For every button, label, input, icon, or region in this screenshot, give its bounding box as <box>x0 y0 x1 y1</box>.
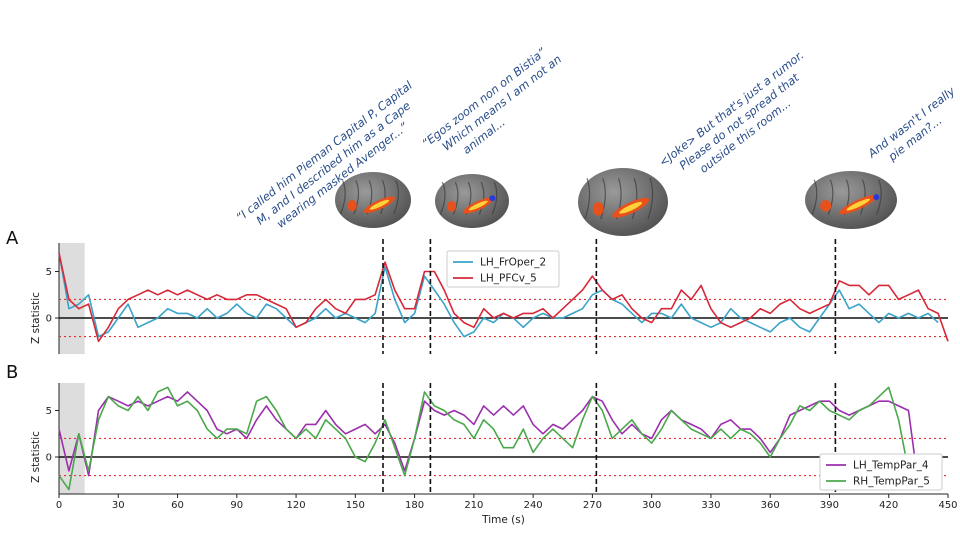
panel-a-letter: A <box>6 228 19 249</box>
panel-b-chart: 0 5 Z statistic 0 30 60 90 120 150 180 210 240 270 30… <box>30 383 958 526</box>
panel-b-ylabel: Z statistic <box>30 431 42 483</box>
panel-a-ytick-label: 0 <box>46 314 52 325</box>
brain-image <box>335 172 411 228</box>
legend-label: LH_TempPar_4 <box>853 460 929 472</box>
panel-b-xtick-label: 0 <box>56 500 62 511</box>
panel-b-xtick-label: 90 <box>230 500 243 511</box>
panel-b-ytick-label: 0 <box>46 453 52 464</box>
legend-frame <box>446 250 560 288</box>
panel-b-xtick-label: 120 <box>287 500 306 511</box>
panel-b-xtick-label: 330 <box>701 500 720 511</box>
brain-image <box>435 174 509 228</box>
panel-a-chart: 0 5 Z statistic LH_FrOper_2 LH_PFCv_5 <box>30 239 949 354</box>
quote-2: “Egos zoom non on Bistia” Which means I … <box>419 44 564 156</box>
panel-b-xtick-label: 390 <box>820 500 839 511</box>
panel-b-xtick-label: 150 <box>346 500 365 511</box>
brain-image <box>578 168 668 236</box>
legend-label: RH_TempPar_5 <box>853 476 930 488</box>
brain-image <box>805 171 897 229</box>
series-line-lh-pfcv-5 <box>58 252 949 343</box>
panel-b-xtick-label: 360 <box>761 500 780 511</box>
panel-b-ytick-label: 5 <box>46 406 52 417</box>
quote-3: <Joke> But that's just a rumor. Please d… <box>656 48 806 176</box>
series-line-rh-temppar-5 <box>58 386 920 491</box>
panel-b-xtick-label: 240 <box>524 500 543 511</box>
panel-a-legend: LH_FrOper_2 LH_PFCv_5 <box>446 250 560 288</box>
panel-b-xtick-label: 270 <box>583 500 602 511</box>
panel-a-shaded-interval <box>59 243 85 354</box>
quote-3-line-2: Please do not spread that <box>676 70 802 172</box>
panel-b-xtick-label: 30 <box>112 500 125 511</box>
panel-b-xtick-label: 180 <box>405 500 424 511</box>
panel-b-xtick-label: 450 <box>938 500 957 511</box>
panel-b-xtick-label: 300 <box>642 500 661 511</box>
panel-b-legend: LH_TempPar_4 RH_TempPar_5 <box>819 453 943 491</box>
panel-b-letter: B <box>6 362 18 383</box>
legend-label: LH_PFCv_5 <box>480 273 537 285</box>
quote-4: And wasn't I really pie man?... <box>864 84 957 164</box>
series-line-lh-froper-2 <box>58 252 939 338</box>
panel-b-xlabel: Time (s) <box>481 514 525 526</box>
panel-a-ylabel: Z statistic <box>30 292 42 344</box>
brain-images <box>335 168 897 236</box>
panel-b-xtick-label: 210 <box>464 500 483 511</box>
panel-b-xtick-label: 60 <box>171 500 184 511</box>
panel-b-xtick-label: 420 <box>879 500 898 511</box>
legend-label: LH_FrOper_2 <box>480 257 546 269</box>
panel-a-ytick-label: 5 <box>46 267 52 278</box>
series-line-lh-temppar-4 <box>58 391 920 486</box>
quote-1: “I called him Pieman Capital P, Capital … <box>233 78 415 231</box>
legend-frame <box>819 453 943 491</box>
quote-2-line-2: Which means I am not an <box>439 52 564 154</box>
